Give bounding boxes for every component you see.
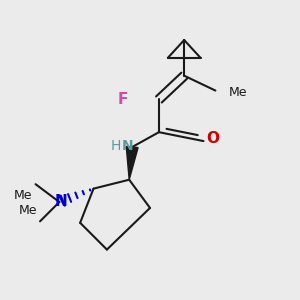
Text: F: F [118, 92, 128, 107]
Text: O: O [206, 130, 219, 146]
Text: N: N [55, 194, 67, 208]
Text: Me: Me [14, 189, 33, 202]
Text: Me: Me [229, 85, 247, 98]
Polygon shape [126, 146, 138, 180]
Text: H: H [111, 139, 121, 152]
Text: N: N [122, 139, 134, 152]
Text: Me: Me [19, 204, 37, 217]
